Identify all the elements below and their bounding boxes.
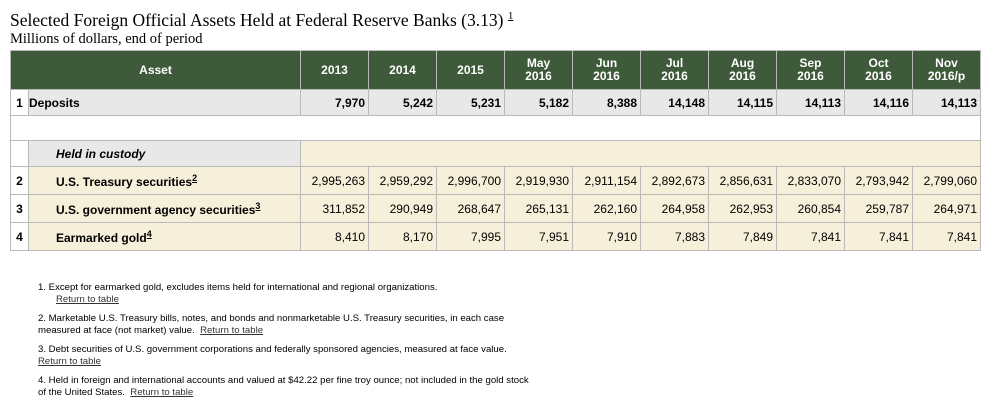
table-cell: 14,113: [912, 89, 981, 116]
table-cell: 5,231: [436, 89, 505, 116]
table-cell: 311,852: [300, 194, 369, 223]
row-label: Deposits: [28, 89, 301, 116]
section-filler: [300, 140, 981, 167]
page-title: Selected Foreign Official Assets Held at…: [10, 7, 513, 31]
row-label: U.S. Treasury securities2: [28, 166, 301, 195]
table-cell: 290,949: [368, 194, 437, 223]
column-header: Jul 2016: [640, 50, 709, 90]
column-header: May 2016: [504, 50, 573, 90]
title-text: Selected Foreign Official Assets Held at…: [10, 9, 504, 30]
table-row: 2 U.S. Treasury securities2 2,995,263 2,…: [10, 166, 981, 195]
table-cell: 7,910: [572, 222, 641, 251]
table-cell: 5,242: [368, 89, 437, 116]
footnote-text: 2. Marketable U.S. Treasury bills, notes…: [38, 313, 505, 336]
table-cell: 7,970: [300, 89, 369, 116]
table-cell: 8,388: [572, 89, 641, 116]
subtitle: Millions of dollars, end of period: [10, 31, 203, 47]
table-cell: 2,793,942: [844, 166, 913, 195]
table-cell: 260,854: [776, 194, 845, 223]
row-index: 4: [10, 222, 29, 251]
table-cell: 7,951: [504, 222, 573, 251]
column-header: Sep 2016: [776, 50, 845, 90]
row-index: [10, 140, 29, 167]
column-header: 2013: [300, 50, 369, 90]
title-footnote-link[interactable]: 1: [507, 10, 514, 22]
table-cell: 14,116: [844, 89, 913, 116]
table-cell: 262,160: [572, 194, 641, 223]
table-cell: 2,892,673: [640, 166, 709, 195]
footnotes: 1. Except for earmarked gold, excludes i…: [38, 282, 533, 406]
table-cell: 2,959,292: [368, 166, 437, 195]
footnote-text: 1. Except for earmarked gold, excludes i…: [38, 282, 438, 293]
table-cell: 2,911,154: [572, 166, 641, 195]
row-index: 2: [10, 166, 29, 195]
footnote-link[interactable]: 3: [255, 200, 261, 211]
table-cell: 7,841: [776, 222, 845, 251]
table-cell: 7,995: [436, 222, 505, 251]
table-cell: 2,995,263: [300, 166, 369, 195]
column-header: 2014: [368, 50, 437, 90]
table-row: 4 Earmarked gold4 8,410 8,170 7,995 7,95…: [10, 222, 981, 251]
table-cell: 2,919,930: [504, 166, 573, 195]
footnote-text: 4. Held in foreign and international acc…: [38, 375, 529, 398]
column-header: 2015: [436, 50, 505, 90]
table-cell: 2,799,060: [912, 166, 981, 195]
section-heading-row: Held in custody: [10, 140, 981, 167]
row-index: 1: [10, 89, 29, 116]
footnote-4: 4. Held in foreign and international acc…: [38, 375, 533, 398]
table-row: 3 U.S. government agency securities3 311…: [10, 194, 981, 223]
spacer-row: [10, 115, 981, 141]
footnote-2: 2. Marketable U.S. Treasury bills, notes…: [38, 313, 533, 336]
table-cell: 7,841: [912, 222, 981, 251]
footnote-link[interactable]: 4: [146, 228, 152, 239]
table-cell: 265,131: [504, 194, 573, 223]
header-row: Asset 2013 2014 2015 May 2016 Jun 2016 Jul…: [10, 50, 981, 90]
spacer-cell: [10, 115, 981, 141]
return-to-table-link[interactable]: Return to table: [38, 355, 101, 367]
row-label: U.S. government agency securities3: [28, 194, 301, 223]
table-cell: 2,833,070: [776, 166, 845, 195]
table-cell: 5,182: [504, 89, 573, 116]
table-cell: 7,849: [708, 222, 777, 251]
table-cell: 7,841: [844, 222, 913, 251]
table-cell: 7,883: [640, 222, 709, 251]
table-cell: 14,148: [640, 89, 709, 116]
table-cell: 262,953: [708, 194, 777, 223]
table-row-deposits: 1 Deposits 7,970 5,242 5,231 5,182 8,388…: [10, 89, 981, 116]
column-header: Nov 2016/p: [912, 50, 981, 90]
return-to-table-link[interactable]: Return to table: [130, 386, 194, 398]
assets-table: Asset 2013 2014 2015 May 2016 Jun 2016 Jul…: [10, 50, 981, 251]
row-label: Earmarked gold4: [28, 222, 301, 251]
column-header: Oct 2016: [844, 50, 913, 90]
table-cell: 14,113: [776, 89, 845, 116]
footnote-text: 3. Debt securities of U.S. government co…: [38, 344, 507, 355]
table-cell: 259,787: [844, 194, 913, 223]
footnote-3: 3. Debt securities of U.S. government co…: [38, 344, 533, 367]
column-header: Jun 2016: [572, 50, 641, 90]
return-to-table-link[interactable]: Return to table: [56, 293, 119, 305]
section-heading: Held in custody: [28, 140, 301, 167]
table-cell: 8,410: [300, 222, 369, 251]
return-to-table-link[interactable]: Return to table: [200, 324, 264, 336]
table-cell: 264,958: [640, 194, 709, 223]
table-cell: 268,647: [436, 194, 505, 223]
footnote-link[interactable]: 2: [192, 172, 198, 183]
table-cell: 2,856,631: [708, 166, 777, 195]
table-cell: 14,115: [708, 89, 777, 116]
asset-column-header: Asset: [10, 50, 301, 90]
table-cell: 2,996,700: [436, 166, 505, 195]
column-header: Aug 2016: [708, 50, 777, 90]
footnote-1: 1. Except for earmarked gold, excludes i…: [38, 282, 533, 305]
row-index: 3: [10, 194, 29, 223]
table-cell: 264,971: [912, 194, 981, 223]
table-cell: 8,170: [368, 222, 437, 251]
